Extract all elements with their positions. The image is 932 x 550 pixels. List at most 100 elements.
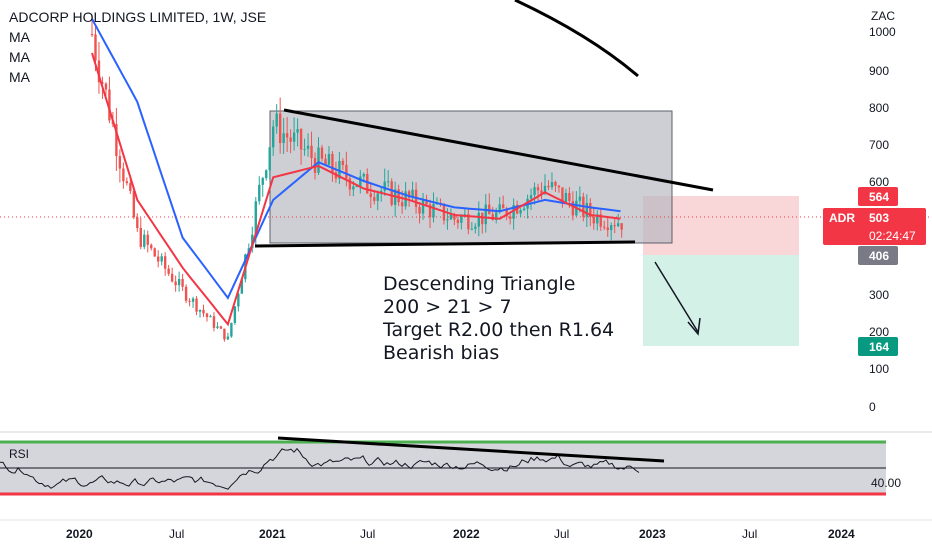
candle-body[interactable] bbox=[108, 89, 111, 121]
candle-body[interactable] bbox=[324, 158, 327, 165]
candle-body[interactable] bbox=[174, 281, 177, 286]
candle-body[interactable] bbox=[251, 234, 254, 249]
candle-body[interactable] bbox=[568, 192, 571, 202]
candle-body[interactable] bbox=[230, 322, 233, 337]
lower-price-tag[interactable] bbox=[858, 337, 898, 356]
candle-body[interactable] bbox=[306, 145, 310, 149]
candle-body[interactable] bbox=[181, 278, 184, 287]
rsi-divergence-line[interactable] bbox=[277, 436, 665, 463]
candle-body[interactable] bbox=[352, 186, 355, 190]
candle-body[interactable] bbox=[453, 214, 456, 220]
candle-body[interactable] bbox=[191, 298, 195, 302]
candle-body[interactable] bbox=[522, 208, 526, 211]
candle-body[interactable] bbox=[327, 153, 331, 165]
candle-body[interactable] bbox=[543, 185, 547, 194]
candle-body[interactable] bbox=[160, 256, 163, 262]
candle-body[interactable] bbox=[373, 197, 376, 201]
candle-body[interactable] bbox=[272, 126, 275, 148]
candle-body[interactable] bbox=[240, 279, 244, 294]
candle-body[interactable] bbox=[157, 256, 160, 262]
candle-body[interactable] bbox=[470, 228, 474, 230]
candle-body[interactable] bbox=[261, 178, 264, 185]
arc-curve[interactable] bbox=[514, 0, 639, 78]
take-profit-zone[interactable] bbox=[643, 255, 799, 346]
candle-body[interactable] bbox=[533, 187, 536, 196]
upper-price-tag[interactable] bbox=[858, 187, 898, 206]
candle-body[interactable] bbox=[460, 216, 463, 223]
candle-body[interactable] bbox=[359, 176, 362, 186]
candle-body[interactable] bbox=[292, 132, 296, 142]
candle-body[interactable] bbox=[226, 336, 230, 340]
candle-body[interactable] bbox=[606, 227, 609, 231]
candle-body[interactable] bbox=[540, 190, 543, 194]
candle-body[interactable] bbox=[564, 192, 568, 202]
candle-body[interactable] bbox=[115, 124, 118, 157]
candle-body[interactable] bbox=[467, 214, 470, 230]
candle-body[interactable] bbox=[495, 212, 498, 221]
candle-body[interactable] bbox=[554, 181, 557, 186]
candle-body[interactable] bbox=[536, 187, 540, 191]
candle-body[interactable] bbox=[592, 216, 595, 224]
candle-body[interactable] bbox=[603, 226, 606, 228]
candle-body[interactable] bbox=[390, 181, 393, 205]
candle-body[interactable] bbox=[268, 147, 271, 171]
support-line[interactable] bbox=[254, 240, 636, 248]
candle-body[interactable] bbox=[446, 219, 449, 221]
candle-body[interactable] bbox=[296, 129, 299, 133]
candle-body[interactable] bbox=[362, 173, 365, 177]
candle-body[interactable] bbox=[561, 187, 564, 202]
candle-body[interactable] bbox=[212, 316, 216, 328]
candle-body[interactable] bbox=[285, 133, 289, 138]
candle-body[interactable] bbox=[254, 201, 257, 235]
target-arrow-line[interactable] bbox=[654, 261, 699, 333]
candle-body[interactable] bbox=[146, 234, 149, 245]
candle-body[interactable] bbox=[376, 193, 379, 201]
candle-body[interactable] bbox=[129, 183, 132, 191]
candle-body[interactable] bbox=[407, 191, 411, 198]
candle-body[interactable] bbox=[557, 185, 561, 188]
candle-body[interactable] bbox=[310, 145, 313, 159]
candle-body[interactable] bbox=[223, 328, 226, 340]
candle-body[interactable] bbox=[585, 202, 589, 217]
candle-body[interactable] bbox=[474, 226, 477, 229]
candle-body[interactable] bbox=[258, 184, 261, 202]
candle-body[interactable] bbox=[616, 223, 620, 227]
candle-body[interactable] bbox=[589, 202, 592, 217]
mid-price-tag[interactable] bbox=[858, 246, 898, 265]
candle-body[interactable] bbox=[216, 326, 219, 328]
candle-body[interactable] bbox=[456, 219, 460, 223]
candle-body[interactable] bbox=[195, 298, 198, 312]
indicator-ma-2[interactable]: MA bbox=[9, 49, 30, 65]
symbol-price-tag[interactable] bbox=[823, 208, 926, 245]
candle-body[interactable] bbox=[139, 228, 142, 247]
candle-body[interactable] bbox=[341, 160, 345, 165]
candle-body[interactable] bbox=[167, 268, 170, 274]
candle-body[interactable] bbox=[369, 193, 372, 198]
candle-body[interactable] bbox=[428, 204, 432, 218]
candle-body[interactable] bbox=[278, 113, 282, 144]
candle-body[interactable] bbox=[331, 153, 334, 173]
candle-body[interactable] bbox=[122, 168, 125, 182]
candle-body[interactable] bbox=[265, 170, 268, 179]
candle-body[interactable] bbox=[613, 225, 616, 227]
candle-body[interactable] bbox=[153, 248, 156, 257]
ma-fast-line[interactable] bbox=[91, 52, 621, 327]
candle-body[interactable] bbox=[498, 204, 501, 213]
candle-body[interactable] bbox=[620, 223, 623, 230]
candle-body[interactable] bbox=[163, 256, 167, 269]
candle-body[interactable] bbox=[125, 181, 129, 184]
candle-body[interactable] bbox=[209, 316, 212, 318]
candle-body[interactable] bbox=[578, 196, 582, 201]
candle-body[interactable] bbox=[317, 147, 320, 173]
candle-body[interactable] bbox=[383, 181, 386, 191]
candle-body[interactable] bbox=[386, 181, 390, 183]
candle-body[interactable] bbox=[320, 147, 324, 159]
candle-body[interactable] bbox=[508, 216, 512, 219]
candle-body[interactable] bbox=[90, 34, 94, 35]
candle-body[interactable] bbox=[338, 160, 341, 179]
candle-body[interactable] bbox=[529, 195, 533, 199]
rsi-line[interactable] bbox=[0, 447, 640, 490]
candle-body[interactable] bbox=[400, 202, 404, 207]
candle-body[interactable] bbox=[177, 278, 181, 286]
candle-body[interactable] bbox=[547, 185, 550, 188]
